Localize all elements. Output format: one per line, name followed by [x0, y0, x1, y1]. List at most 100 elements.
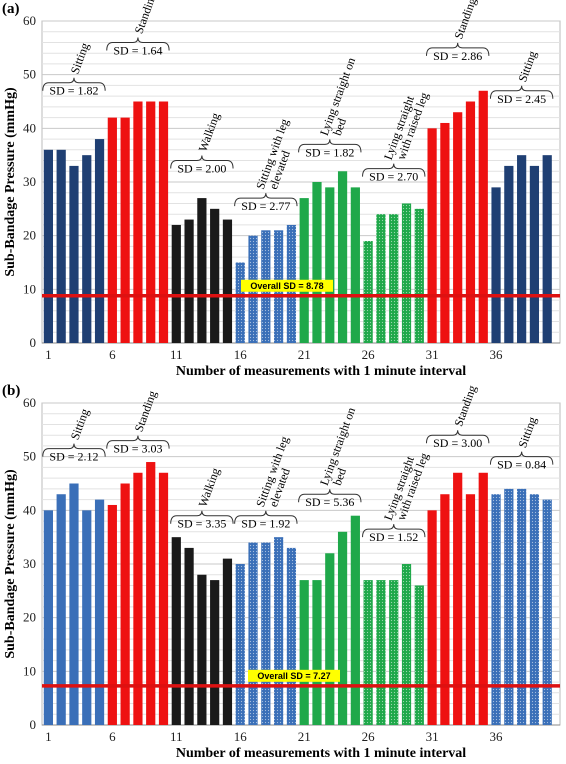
y-tick-label: 60 — [23, 395, 36, 410]
bar — [414, 585, 424, 725]
group-bracket — [42, 443, 106, 457]
y-tick-label: 30 — [23, 556, 36, 571]
bar — [453, 472, 463, 725]
bar — [235, 262, 245, 343]
bar — [56, 149, 66, 343]
group-sd-label: SD = 2.86 — [433, 49, 482, 63]
y-tick-label: 50 — [23, 67, 36, 82]
bar — [158, 101, 169, 343]
bar — [197, 198, 207, 343]
group-bracket — [234, 510, 298, 524]
bar — [120, 483, 130, 725]
x-tick-label: 31 — [426, 347, 439, 362]
bar — [82, 510, 92, 725]
bar — [312, 580, 322, 725]
bar — [248, 542, 258, 725]
group-sd-label: SD = 3.00 — [433, 436, 482, 450]
bar — [504, 165, 514, 343]
y-tick-label: 20 — [23, 610, 36, 625]
x-tick-label: 21 — [298, 347, 311, 362]
bar — [261, 542, 271, 725]
bar — [56, 494, 66, 725]
bar — [197, 574, 207, 725]
bar — [158, 472, 169, 725]
x-tick-label: 1 — [45, 347, 52, 362]
bar — [146, 462, 156, 725]
y-axis-title: Sub-Bandage Pressure (mmHg) — [3, 469, 18, 659]
x-axis-title: Number of measurements with 1 minute int… — [176, 364, 466, 379]
y-tick-label: 30 — [23, 174, 36, 189]
group-sd-label: SD = 3.35 — [177, 517, 226, 531]
bar — [542, 155, 552, 343]
group-sd-label: SD = 2.00 — [177, 162, 226, 176]
group-bracket — [489, 451, 554, 465]
panel-label: (b) — [2, 383, 20, 399]
bar — [504, 488, 514, 725]
overall-sd-label-bg — [248, 669, 340, 682]
y-axis-title: Sub-Bandage Pressure (mmHg) — [3, 87, 18, 277]
x-tick-label: 26 — [362, 729, 376, 744]
y-tick-label: 20 — [23, 228, 36, 243]
group-sd-label: SD = 1.52 — [369, 530, 418, 544]
bar — [517, 488, 527, 725]
group-sd-label: SD = 0.84 — [497, 458, 546, 472]
bar — [107, 504, 117, 725]
group-sd-label: SD = 1.64 — [113, 43, 162, 57]
bar — [363, 580, 373, 725]
group-bracket — [106, 435, 170, 449]
y-tick-label: 0 — [30, 335, 37, 350]
bar — [171, 224, 181, 343]
bar — [286, 547, 297, 725]
chart-panel-a: (a) 0 10 20 30 40 50 60 1 6 11 16 21 26 31 36 Sub-Bandag… — [2, 0, 561, 379]
chart-panel-b: (b) 0 10 20 30 40 50 60 1 6 11 16 21 26 31 36 Sub-Bandag… — [0, 382, 566, 764]
bar — [363, 241, 373, 343]
group-sd-label: SD = 2.12 — [49, 450, 98, 464]
group-activity-label: bed — [330, 116, 349, 137]
bar — [414, 208, 424, 343]
bar — [133, 472, 143, 725]
x-tick-label: 31 — [426, 729, 439, 744]
bar — [389, 580, 399, 725]
y-tick-label: 40 — [23, 502, 36, 517]
bar — [146, 101, 156, 343]
bar — [299, 580, 309, 725]
bar — [491, 187, 501, 343]
group-activity-label: bed — [330, 466, 349, 487]
bar — [350, 187, 360, 343]
x-tick-label: 1 — [45, 729, 52, 744]
group-bracket — [170, 510, 234, 524]
bar — [517, 155, 527, 343]
panel-label: (a) — [2, 1, 20, 17]
x-tick-label: 6 — [109, 347, 116, 362]
bar — [312, 182, 322, 343]
bar — [43, 149, 53, 343]
group-bracket — [106, 37, 170, 51]
bar — [350, 515, 360, 725]
group-sd-label: SD = 2.77 — [241, 199, 290, 213]
bar — [235, 564, 245, 725]
bar — [427, 510, 437, 725]
y-tick-label: 50 — [23, 449, 36, 464]
group-sd-label: SD = 1.92 — [241, 517, 290, 531]
group-sd-label: SD = 2.70 — [369, 170, 418, 184]
y-tick-label: 60 — [23, 13, 36, 28]
x-tick-label: 36 — [490, 347, 504, 362]
y-tick-label: 10 — [23, 281, 36, 296]
bar — [222, 219, 233, 343]
bar — [376, 580, 386, 725]
y-tick-label: 40 — [23, 120, 36, 135]
bar — [337, 171, 348, 343]
x-tick-label: 36 — [490, 729, 504, 744]
group-sd-label: SD = 2.45 — [497, 92, 546, 106]
overall-sd-label: Overall SD = 7.27 — [257, 671, 330, 681]
bar — [491, 494, 501, 725]
bar — [389, 214, 399, 343]
y-tick-label: 10 — [23, 663, 36, 678]
x-tick-label: 21 — [298, 729, 311, 744]
group-sd-label: SD = 5.36 — [305, 495, 354, 509]
bar — [376, 214, 386, 343]
x-axis-title: Number of measurements with 1 minute int… — [176, 746, 466, 761]
bar — [222, 558, 233, 725]
overall-sd-label-bg — [241, 279, 333, 292]
